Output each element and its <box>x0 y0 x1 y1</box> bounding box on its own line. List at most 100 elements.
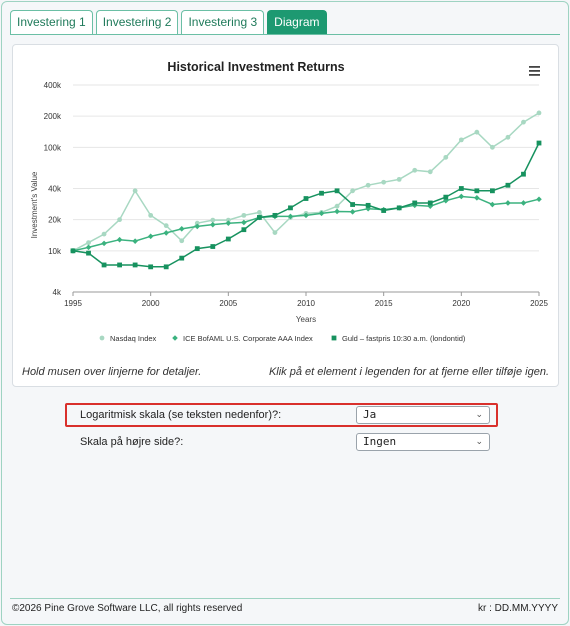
series-line <box>72 142 540 268</box>
legend-item-1[interactable]: ICE BofAML U.S. Corporate AAA Index <box>172 334 313 343</box>
data-point <box>521 171 526 177</box>
legend-marker <box>172 335 178 341</box>
data-point <box>412 200 418 206</box>
x-tick-label: 1995 <box>64 299 82 308</box>
data-point <box>163 223 169 229</box>
x-tick-label: 2000 <box>142 299 160 308</box>
log-scale-value: Ja <box>363 408 377 421</box>
legend-marker <box>331 335 337 341</box>
y-tick-label: 4k <box>53 288 62 297</box>
data-point <box>365 182 371 188</box>
legend-item-2[interactable]: Guld – fastpris 10:30 a.m. (londontid) <box>331 334 466 343</box>
data-point <box>349 209 356 215</box>
data-point <box>490 188 495 194</box>
data-point <box>86 250 91 256</box>
tab-investering-2[interactable]: Investering 2 <box>95 10 179 34</box>
tab-bar: Investering 1 Investering 2 Investering … <box>10 10 327 34</box>
data-point <box>350 202 355 207</box>
series-2 <box>70 140 542 270</box>
hamburger-icon[interactable] <box>529 66 540 76</box>
data-point <box>117 217 122 223</box>
data-point <box>241 227 247 233</box>
data-point <box>225 217 231 223</box>
log-scale-label: Logaritmisk skala (se teksten nedenfor)?… <box>80 409 282 421</box>
data-point <box>210 217 216 223</box>
data-point <box>396 205 402 211</box>
data-point <box>381 179 387 185</box>
data-point <box>85 244 92 251</box>
footer-divider <box>10 598 560 599</box>
data-point <box>489 201 496 208</box>
data-point <box>194 223 201 230</box>
data-point <box>303 212 309 219</box>
x-tick-label: 2010 <box>297 299 315 308</box>
data-point <box>132 188 138 194</box>
hover-hint: Hold musen over linjerne for detaljer. <box>22 366 202 378</box>
chevron-down-icon: ⌄ <box>475 410 483 420</box>
series-line <box>72 112 540 252</box>
data-point <box>505 182 511 188</box>
legend-item-0[interactable]: Nasdaq Index <box>99 334 157 343</box>
legend-marker <box>99 335 105 341</box>
data-point <box>148 264 154 270</box>
data-point <box>303 196 309 201</box>
data-point <box>86 240 91 246</box>
y-axis-label: Investment's Value <box>30 171 39 238</box>
data-point <box>396 176 402 182</box>
data-point <box>179 238 185 244</box>
data-point <box>272 230 278 235</box>
data-point <box>210 221 216 228</box>
data-point <box>101 240 107 247</box>
series-1 <box>70 193 542 254</box>
data-point <box>505 200 511 206</box>
data-point <box>210 244 216 249</box>
copyright-text: ©2026 Pine Grove Software LLC, all right… <box>12 603 243 614</box>
data-point <box>116 236 123 243</box>
data-point <box>163 230 169 236</box>
legend-label: Nasdaq Index <box>110 334 157 343</box>
chart-card: Historical Investment Returns 4k 10k 20k 40… <box>12 44 559 387</box>
data-point <box>257 215 262 220</box>
data-point <box>241 219 247 226</box>
chart: Historical Investment Returns 4k 10k 20k 40… <box>30 60 548 343</box>
data-point <box>334 203 340 209</box>
right-scale-row: Skala på højre side?: Ingen ⌄ <box>80 432 500 452</box>
legend-hint: Klik på et element i legenden for at fje… <box>268 366 549 378</box>
data-point <box>443 154 449 160</box>
tab-investering-3[interactable]: Investering 3 <box>181 10 265 34</box>
chart-title: Historical Investment Returns <box>167 60 344 74</box>
data-point <box>536 140 542 146</box>
date-format-text: kr : DD.MM.YYYY <box>477 603 558 614</box>
data-point <box>287 213 294 220</box>
data-point <box>521 119 526 125</box>
data-point <box>117 262 122 268</box>
x-tick-label: 2020 <box>452 299 470 308</box>
data-point <box>443 194 449 200</box>
data-point <box>334 188 340 194</box>
data-point <box>490 144 495 150</box>
data-point <box>520 200 527 206</box>
log-scale-row: Logaritmisk skala (se teksten nedenfor)?… <box>80 405 500 425</box>
data-point <box>70 248 76 254</box>
log-scale-select[interactable]: Ja ⌄ <box>356 406 490 424</box>
x-axis-label: Years <box>296 315 316 324</box>
data-point <box>101 231 107 237</box>
tab-diagram[interactable]: Diagram <box>267 10 327 34</box>
y-tick-label: 40k <box>48 185 62 194</box>
right-scale-label: Skala på højre side?: <box>80 436 184 448</box>
data-point <box>474 195 480 201</box>
data-point <box>194 220 200 226</box>
series-line <box>72 195 540 252</box>
x-tick-label: 2015 <box>375 299 393 308</box>
data-point <box>318 210 325 217</box>
y-tick-label: 400k <box>44 81 62 90</box>
data-point <box>458 193 465 200</box>
data-point <box>163 264 169 270</box>
series-0 <box>70 110 542 254</box>
data-point <box>412 167 418 173</box>
data-point <box>257 210 262 215</box>
tab-investering-1[interactable]: Investering 1 <box>10 10 93 34</box>
data-point <box>536 196 542 203</box>
right-scale-select[interactable]: Ingen ⌄ <box>356 433 490 451</box>
data-point <box>427 169 433 175</box>
